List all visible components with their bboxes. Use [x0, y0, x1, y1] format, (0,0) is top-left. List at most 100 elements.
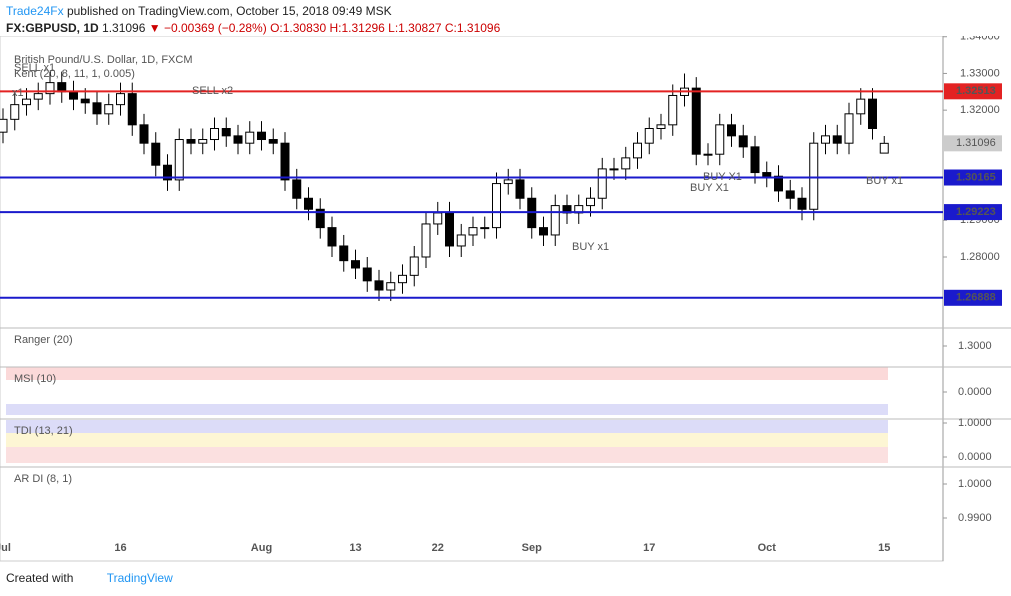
candle-body [445, 212, 454, 247]
y-tick-label: 1.33000 [960, 67, 1000, 79]
candle-body [750, 146, 760, 174]
candle-body [586, 197, 595, 207]
candle-body [69, 91, 78, 100]
level-label: 1.26888 [956, 292, 996, 304]
candle-body [139, 124, 149, 144]
price: 1.31096 [102, 21, 146, 35]
panel-tick-label: 1.0000 [958, 417, 992, 429]
candle-body [738, 135, 748, 148]
candle-body [351, 260, 360, 269]
candle-body [0, 118, 8, 133]
signal-label: x1 [12, 87, 24, 99]
level-tag [944, 204, 1002, 221]
candle-body [774, 175, 783, 192]
x-tick-label: Jul [0, 542, 11, 554]
candle-body [374, 280, 384, 291]
candle-body [280, 142, 290, 181]
candle-body [879, 142, 889, 154]
candle-body [433, 212, 443, 225]
chart-title: British Pound/U.S. Dollar, 1D, FXCM [14, 54, 193, 66]
candle-body [362, 267, 372, 282]
candle-body [832, 135, 842, 144]
x-tick-label: Oct [758, 542, 777, 554]
symbol: FX:GBPUSD, 1D [6, 21, 99, 35]
brand[interactable]: TradingView [106, 571, 173, 585]
candle-body [609, 168, 619, 171]
candle-body [221, 128, 231, 137]
x-tick-label: Aug [251, 542, 272, 554]
candle-body [668, 94, 678, 126]
signal-label: BUY X1 [690, 182, 729, 194]
candle-body [92, 102, 102, 115]
candle-body [621, 157, 631, 170]
symbol-line: FX:GBPUSD, 1D 1.31096 ▼ −0.00369 (−0.28%… [6, 21, 500, 35]
level-tag [944, 289, 1002, 306]
candle-body [856, 98, 866, 115]
created-with: Created with [6, 571, 74, 585]
candle-body [257, 131, 266, 141]
candle-body [785, 190, 795, 199]
signal-label: SELL x1 [14, 62, 55, 74]
candle-body [868, 98, 877, 130]
last-price-tag [944, 135, 1002, 152]
msi-upper-band [6, 367, 888, 380]
candle-body [327, 227, 337, 247]
candle-body [597, 168, 607, 199]
candle-body [468, 227, 478, 236]
panel-title: AR DI (8, 1) [14, 473, 72, 485]
candle-body [339, 245, 349, 262]
change: ▼ −0.00369 (−0.28%) [148, 21, 267, 35]
candle-body [809, 142, 819, 210]
candle-body [515, 179, 525, 199]
candle-body [691, 87, 701, 155]
footer: Created with TradingView [6, 571, 173, 585]
y-tick-label: 1.28000 [960, 251, 1000, 263]
level-label: 1.30165 [956, 171, 996, 183]
panel-title: MSI (10) [14, 373, 56, 385]
candle-body [198, 139, 208, 144]
candle-body [633, 142, 642, 159]
panel-tick-label: 1.3000 [958, 340, 992, 352]
candle-body [80, 98, 90, 104]
signal-label: BUY x1 [572, 241, 609, 253]
candle-body [656, 124, 666, 130]
indicator-legend: Kent (20, 8, 11, 1, 0.005) [14, 68, 135, 80]
signal-label: SELL x2 [192, 85, 233, 97]
candle-body [186, 139, 196, 144]
publisher[interactable]: Trade24Fx [6, 4, 64, 18]
signal-label: BUY x1 [866, 175, 903, 187]
msi-lower-band [6, 404, 888, 415]
tdi-upper-band [6, 420, 888, 433]
candle-body [116, 93, 125, 106]
candle-body [550, 205, 560, 236]
candle-body [163, 164, 172, 181]
panel-tick-label: 0.0000 [958, 451, 992, 463]
candle-body [821, 135, 830, 144]
candle-body [503, 179, 513, 185]
candle-body [174, 139, 184, 181]
candle-body [797, 197, 807, 210]
y-tick-label: 1.32000 [960, 104, 1000, 116]
candle-body [315, 208, 325, 229]
candle-body [715, 124, 725, 155]
x-tick-label: 15 [878, 542, 890, 554]
level-tag [944, 83, 1002, 100]
level-tag [944, 169, 1002, 186]
candle-body [644, 128, 654, 144]
candle-body [492, 183, 501, 229]
level-label: 1.29223 [956, 206, 996, 218]
panel-tick-label: 0.9900 [958, 512, 992, 524]
candle-body [421, 223, 431, 258]
candle-body [33, 93, 43, 100]
published: published on TradingView.com, October 15… [66, 4, 392, 18]
x-tick-label: 17 [643, 542, 655, 554]
last-price-label: 1.31096 [956, 137, 996, 149]
panel-title: TDI (13, 21) [14, 425, 73, 437]
candle-body [480, 227, 490, 230]
candle-body [210, 128, 219, 141]
x-tick-label: Sep [522, 542, 542, 554]
candle-body [727, 124, 736, 137]
tdi-mid-band [6, 433, 888, 447]
panel-tick-label: 1.0000 [958, 478, 992, 490]
